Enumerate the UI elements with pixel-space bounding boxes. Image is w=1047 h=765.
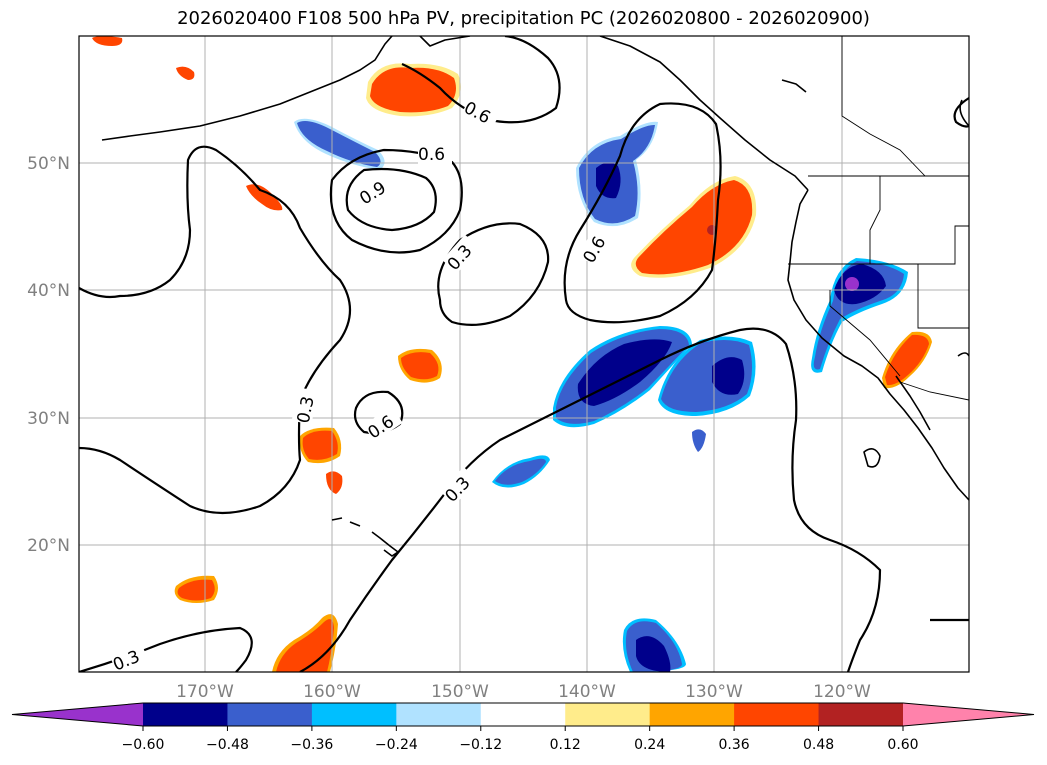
colorbar-segment [311, 703, 397, 726]
colorbar-segment [143, 703, 228, 726]
precip-blob [302, 430, 338, 460]
precip-positive [92, 36, 932, 672]
precip-blob [635, 180, 753, 275]
colorbar-segment [227, 703, 313, 726]
alaska-coast [101, 36, 393, 141]
hawaii-islands [331, 517, 399, 557]
contour-0.6-north [401, 36, 561, 124]
lat-label-20n: 20°N [27, 536, 70, 556]
colorbar-tick-label: −0.12 [459, 737, 502, 753]
colorbar-segment [649, 703, 735, 726]
precip-blob [176, 66, 195, 80]
borders [788, 36, 969, 401]
contour-label-0.6-mid: 0.6 [418, 145, 445, 165]
contour-0.3-center [437, 222, 550, 327]
precip-blob [495, 458, 546, 485]
state-border [869, 176, 881, 264]
precip-negative [294, 118, 908, 672]
contour-0.3-sw [79, 626, 253, 672]
precip-blob [276, 619, 334, 672]
colorbar-segment [565, 703, 651, 726]
precip-core [845, 277, 859, 291]
lon-label-140w: 140°W [558, 682, 616, 702]
colorbar-extend-low [12, 703, 143, 726]
lon-label-170w: 170°W [176, 682, 234, 702]
contour-0.6-mid [329, 148, 463, 254]
colorbar-tick-label: −0.36 [290, 737, 333, 753]
canada-coast [599, 36, 809, 191]
colorbar-tick-label: 0.12 [550, 737, 581, 753]
precip-blob [370, 67, 456, 113]
alaska-canada-border [841, 36, 926, 177]
contour-0.3-west [79, 145, 351, 515]
colorbar: −0.60 −0.48 −0.36 −0.24 −0.12 0.12 0.24 0.36 0.4… [11, 702, 1035, 753]
lon-label-150w: 150°W [431, 682, 489, 702]
precip-blob [246, 184, 283, 211]
lon-label-120w: 120°W [813, 682, 871, 702]
colorbar-tick-label: 0.48 [803, 737, 834, 753]
mexico-border [899, 381, 969, 401]
colorbar-extend-high [903, 703, 1034, 726]
lon-label-160w: 160°W [303, 682, 361, 702]
contour-0.6-east [563, 102, 722, 324]
state-border [788, 225, 969, 265]
colorbar-tick-label: 0.36 [719, 737, 750, 753]
precip-blob [885, 334, 929, 386]
lon-labels: 170°W 160°W 150°W 140°W 130°W 120°W [176, 682, 871, 702]
lat-labels: 50°N 40°N 30°N 20°N [27, 154, 70, 556]
island [781, 79, 807, 93]
map-area: 0.6 0.6 0.9 0.3 0.6 0.3 0.6 0.3 0.3 [79, 36, 969, 672]
west-coast [787, 189, 969, 501]
colorbar-tick-label: 0.24 [634, 737, 665, 753]
contour-0.3-south [299, 327, 882, 672]
precip-blob [834, 264, 886, 305]
precip-blob [401, 352, 439, 380]
state-border [917, 264, 969, 329]
colorbar-tick-label: −0.24 [375, 737, 418, 753]
island [959, 99, 969, 127]
lon-label-130w: 130°W [685, 682, 743, 702]
lat-label-40n: 40°N [27, 281, 70, 301]
precip-blob [326, 471, 343, 494]
contour-labels: 0.6 0.6 0.9 0.3 0.6 0.3 0.6 0.3 0.3 [109, 96, 613, 672]
precip-blob [297, 121, 381, 167]
lat-label-30n: 30°N [27, 409, 70, 429]
contour-0.9 [345, 167, 437, 232]
contour-0.3-ne [953, 97, 969, 128]
map-title: 2026020400 F108 500 hPa PV, precipitatio… [177, 8, 870, 29]
precip-blob [712, 357, 745, 395]
lat-label-50n: 50°N [27, 154, 70, 174]
map-frame [78, 35, 970, 673]
colorbar-tick-label: −0.60 [122, 737, 165, 753]
island [957, 352, 969, 357]
island [863, 448, 881, 468]
alaska-gulf-coast [419, 36, 471, 47]
state-border [829, 290, 901, 377]
colorbar-tick-label: 0.60 [887, 737, 918, 753]
gridlines [79, 36, 969, 672]
colorbar-segment [480, 703, 566, 726]
colorbar-segment [818, 703, 904, 726]
colorbar-segment [396, 703, 482, 726]
colorbar-segment [734, 703, 820, 726]
colorbar-tick-label: −0.48 [206, 737, 249, 753]
baja-coast [895, 375, 931, 431]
contour-label-0.3-west: 0.3 [294, 395, 319, 426]
precip-blob [636, 636, 671, 672]
precip-blob [692, 429, 706, 452]
precip-blob [92, 36, 123, 46]
coastlines [101, 36, 969, 557]
